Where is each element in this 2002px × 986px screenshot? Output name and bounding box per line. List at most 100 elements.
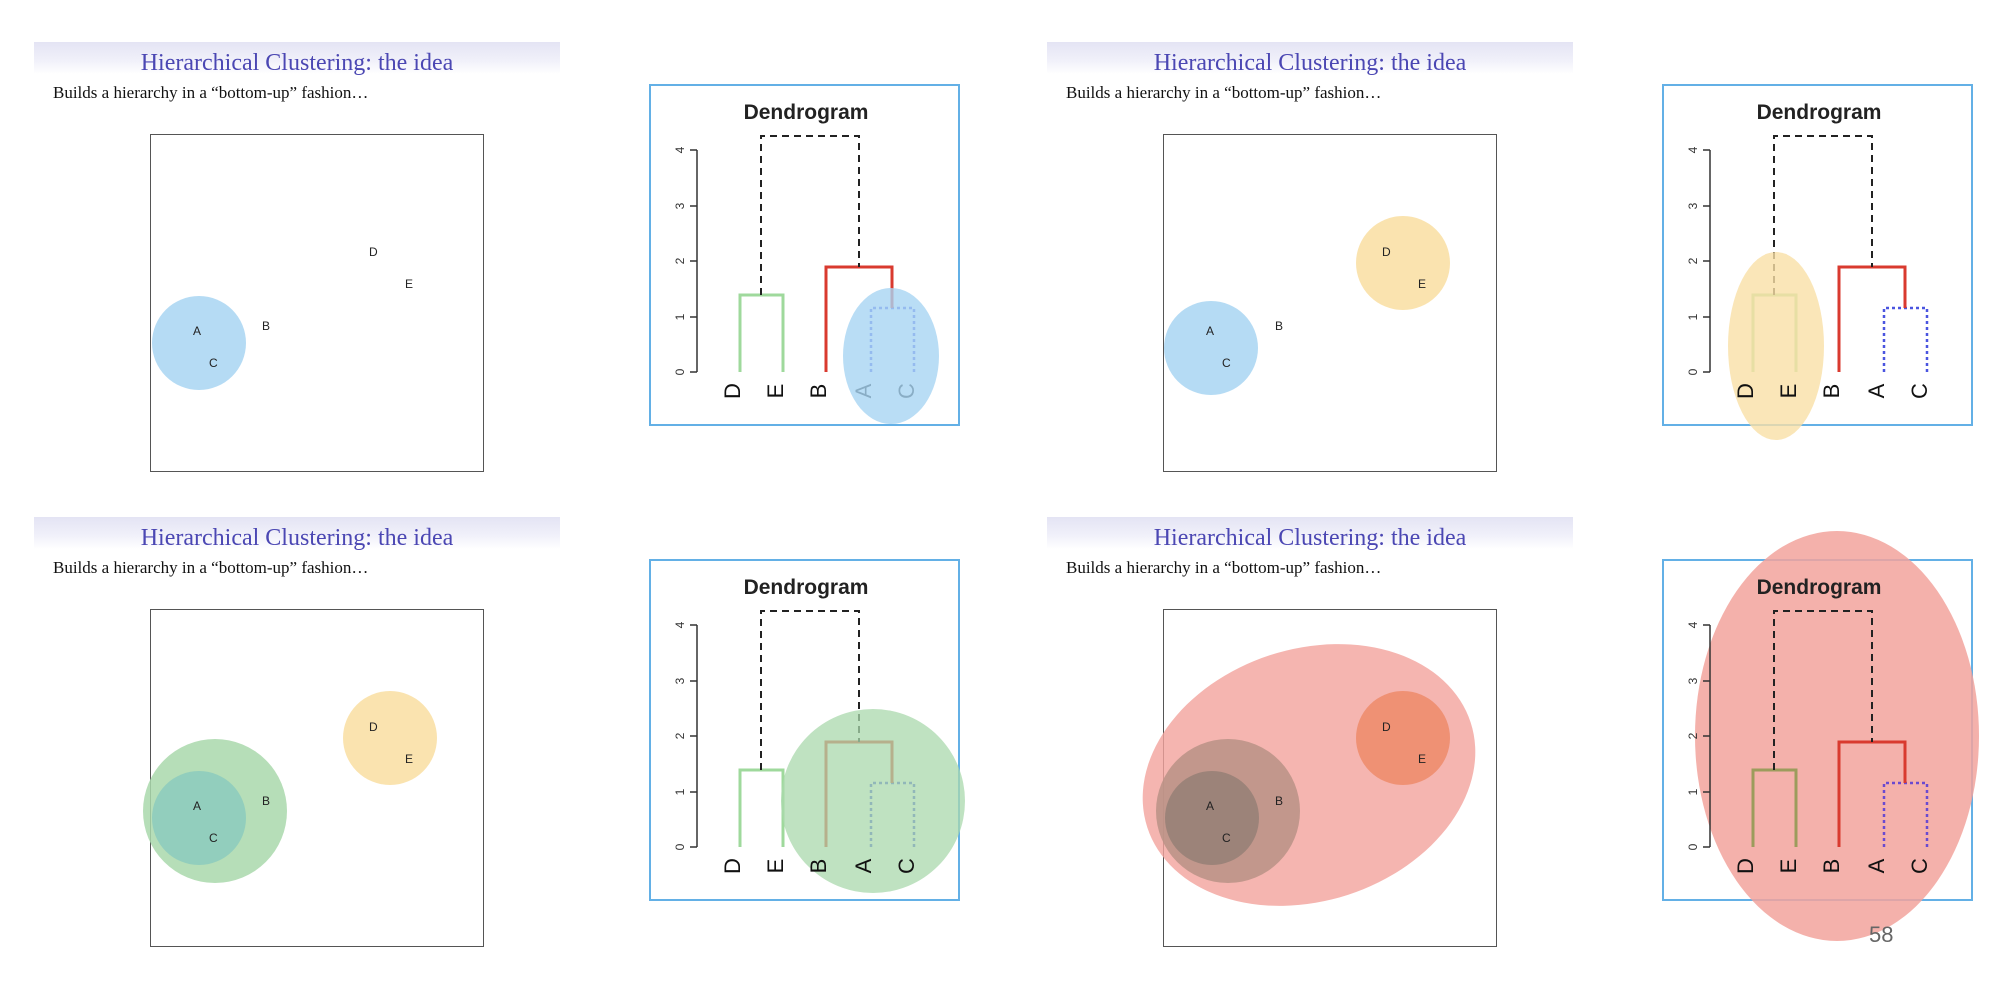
point-label-d: D [369, 720, 378, 734]
y-tick-1: 1 [1686, 313, 1700, 320]
point-label-b: B [262, 794, 270, 808]
scatter-svg: A B C D E [1164, 216, 1450, 395]
dendrogram-title: Dendrogram [744, 101, 869, 124]
y-tick-4: 4 [673, 146, 687, 153]
slide-panel-4: Hierarchical Clustering: the idea Builds… [1013, 475, 2002, 955]
point-label-c: C [1222, 831, 1231, 845]
slide-subtitle: Builds a hierarchy in a “bottom-up” fash… [53, 558, 369, 577]
point-label-d: D [1382, 720, 1391, 734]
y-tick-2: 2 [673, 732, 687, 739]
branch-d-e [738, 293, 785, 372]
dendrogram-frame: Dendrogram 0 1 2 3 4 D E [649, 84, 960, 426]
point-label-c: C [1222, 356, 1231, 370]
slide-panel-1: Hierarchical Clustering: the idea Builds… [0, 0, 1000, 480]
slide-header-bar [34, 42, 560, 74]
scatter-svg: A B C D E [152, 245, 413, 390]
point-label-e: E [1418, 277, 1426, 291]
dendrogram-branches [1751, 610, 1929, 847]
leaf-label-a: A [1864, 858, 1889, 873]
cluster-ac-blue [1164, 301, 1258, 395]
slide-panel-3: Hierarchical Clustering: the idea Builds… [0, 475, 1000, 955]
dendrogram-svg: Dendrogram 0 1 2 3 4 D E [1686, 531, 1979, 941]
branch-root [760, 135, 860, 295]
cluster-ac-blue [152, 296, 246, 390]
point-label-a: A [193, 324, 201, 338]
y-tick-1: 1 [673, 313, 687, 320]
point-label-e: E [1418, 752, 1426, 766]
scatter-plot: A B C D E [1163, 134, 1497, 472]
leaf-label-d: D [720, 858, 745, 874]
y-tick-3: 3 [1686, 202, 1700, 209]
branch-a-c [1882, 306, 1929, 372]
slide-title: Hierarchical Clustering: the idea [140, 50, 454, 76]
y-tick-3: 3 [1686, 677, 1700, 684]
leaf-label-e: E [1776, 384, 1801, 399]
leaf-label-e: E [1776, 859, 1801, 874]
cluster-de-inner [1356, 691, 1450, 785]
dendrogram-svg: Dendrogram 0 1 2 3 4 D E [673, 101, 939, 424]
slide-title: Hierarchical Clustering: the idea [1153, 50, 1467, 76]
y-tick-0: 0 [673, 843, 687, 850]
scatter-plot: A B C D E [143, 609, 484, 947]
slide-subtitle: Builds a hierarchy in a “bottom-up” fash… [1066, 83, 1382, 102]
dendro-cluster-bac-green [781, 709, 965, 893]
dendrogram-title: Dendrogram [1757, 101, 1882, 124]
leaf-label-b: B [806, 859, 831, 874]
y-tick-2: 2 [1686, 732, 1700, 739]
slide-header-bar [1047, 517, 1573, 549]
scatter-svg: A B C D E [143, 691, 437, 883]
scatter-plot: A B C D E [150, 134, 484, 472]
dendrogram-svg: Dendrogram 0 1 2 3 4 D [673, 576, 965, 893]
y-tick-1: 1 [1686, 788, 1700, 795]
leaf-label-b: B [806, 384, 831, 399]
dendrogram-frame: Dendrogram 0 1 2 3 4 D [649, 559, 965, 901]
leaf-label-b: B [1819, 384, 1844, 399]
point-label-b: B [1275, 319, 1283, 333]
cluster-ac-inner [1165, 771, 1259, 865]
y-tick-3: 3 [673, 202, 687, 209]
dendro-cluster-all-red [1695, 531, 1979, 941]
y-tick-4: 4 [673, 621, 687, 628]
y-tick-1: 1 [673, 788, 687, 795]
cluster-de-yellow [1356, 216, 1450, 310]
dendro-cluster-ac-blue [843, 288, 939, 424]
dendrogram-svg: Dendrogram 0 1 2 3 4 D [1686, 101, 1932, 440]
slide-subtitle: Builds a hierarchy in a “bottom-up” fash… [1066, 558, 1382, 577]
branch-d-e [738, 768, 785, 847]
scatter-plot: A B C D E [1142, 609, 1497, 947]
y-axis: 0 1 2 3 4 [1686, 146, 1711, 375]
y-tick-2: 2 [673, 257, 687, 264]
leaf-label-e: E [763, 384, 788, 399]
dendrogram-frame: Dendrogram 0 1 2 3 4 D [1662, 84, 1973, 440]
leaf-label-b: B [1819, 859, 1844, 874]
dendro-cluster-de-yellow [1728, 252, 1824, 440]
point-label-a: A [1206, 799, 1214, 813]
slide-title: Hierarchical Clustering: the idea [1153, 525, 1467, 551]
leaf-label-e: E [763, 859, 788, 874]
dendrogram-frame: Dendrogram 0 1 2 3 4 D E [1662, 531, 1979, 941]
dendrogram-title: Dendrogram [1757, 576, 1882, 599]
point-label-b: B [1275, 794, 1283, 808]
y-axis: 0 1 2 3 4 [673, 146, 698, 375]
y-tick-0: 0 [673, 368, 687, 375]
point-label-a: A [1206, 324, 1214, 338]
branch-b-ac [1837, 265, 1907, 372]
slide-panel-2: Hierarchical Clustering: the idea Builds… [1013, 0, 2002, 480]
leaf-label-c: C [894, 858, 919, 874]
y-tick-0: 0 [1686, 368, 1700, 375]
point-label-e: E [405, 277, 413, 291]
y-axis: 0 1 2 3 4 [673, 621, 698, 850]
point-label-d: D [1382, 245, 1391, 259]
branch-root [1773, 135, 1873, 295]
y-tick-4: 4 [1686, 621, 1700, 628]
leaf-label-d: D [720, 383, 745, 399]
y-tick-2: 2 [1686, 257, 1700, 264]
scatter-svg: A B C D E [1142, 644, 1476, 906]
page-number: 58 [1869, 922, 1894, 947]
dendrogram-title: Dendrogram [744, 576, 869, 599]
point-label-b: B [262, 319, 270, 333]
slide-title: Hierarchical Clustering: the idea [140, 525, 454, 551]
y-tick-3: 3 [673, 677, 687, 684]
point-label-e: E [405, 752, 413, 766]
branch-root [1773, 610, 1873, 770]
